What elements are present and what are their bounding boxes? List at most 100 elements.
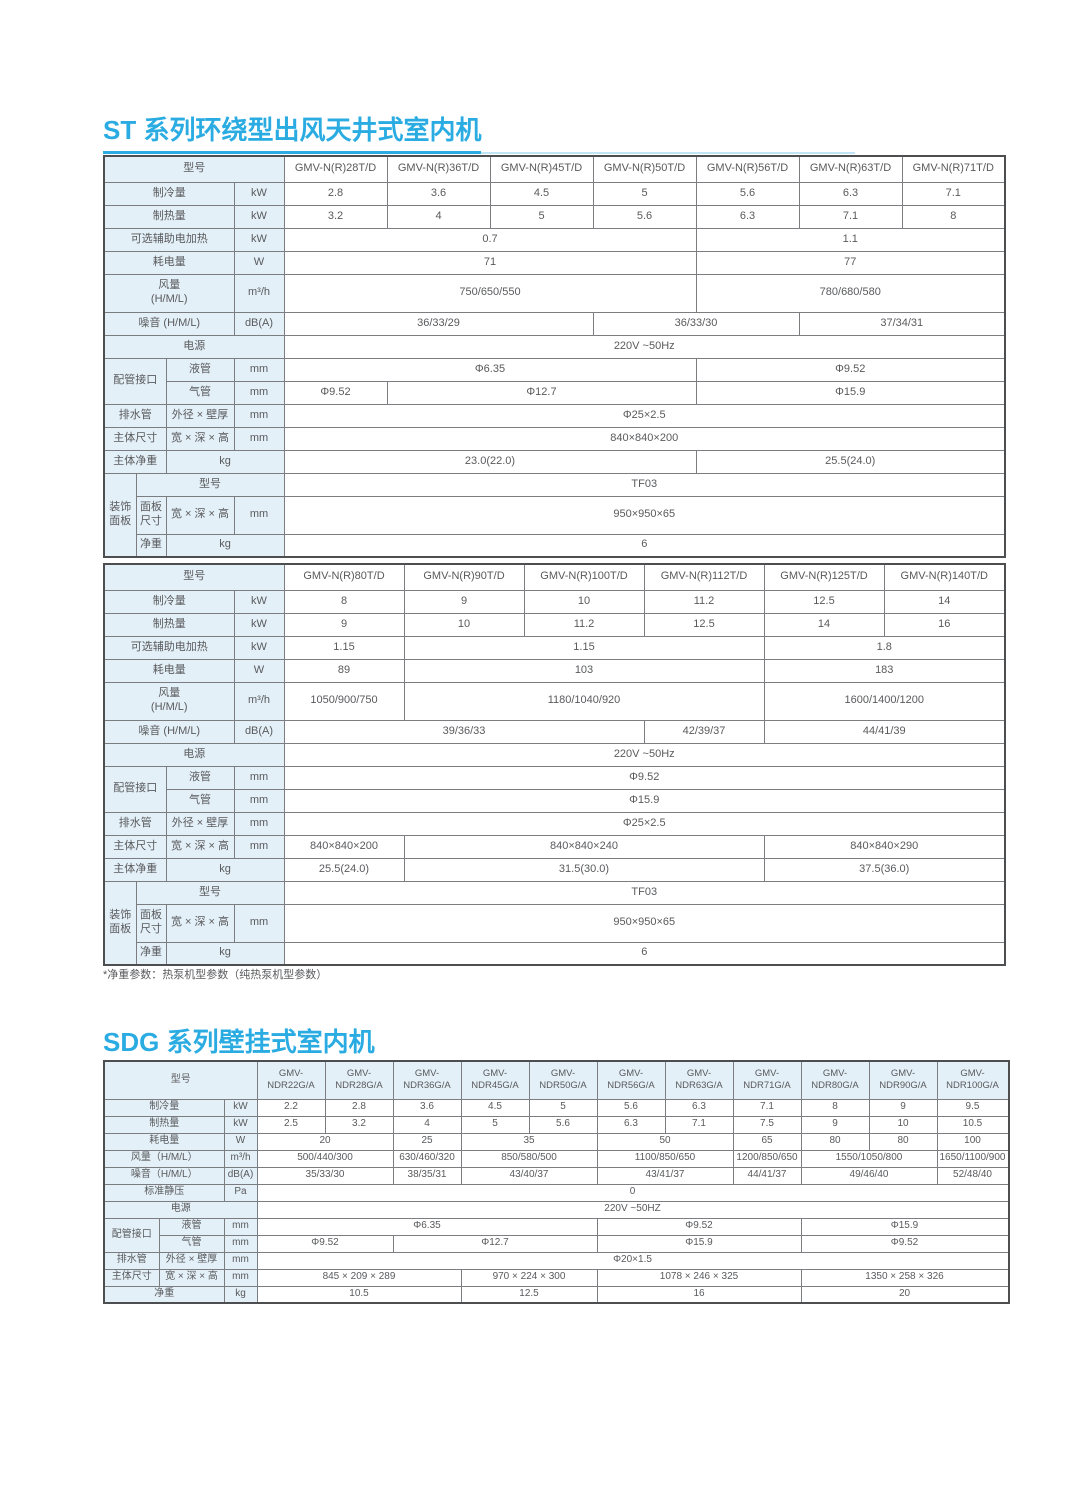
value-cell: 25.5(24.0) xyxy=(283,857,405,882)
row-label-cell: 噪音 (H/M/L) xyxy=(103,719,235,744)
value-cell: Φ20×1.5 xyxy=(256,1251,1009,1270)
value-cell: Φ15.9 xyxy=(695,380,1006,405)
value-cell: 50 xyxy=(596,1132,734,1151)
value-cell: 37.5(36.0) xyxy=(763,857,1006,882)
value-cell: TF03 xyxy=(283,880,1006,905)
value-cell: 1180/1040/920 xyxy=(403,681,765,721)
value-cell: 3.6 xyxy=(386,181,491,206)
value-cell: 8 xyxy=(800,1098,870,1117)
row-label-cell: 主体尺寸 xyxy=(103,834,167,859)
row-label-cell: 主体尺寸 xyxy=(103,1268,160,1287)
row-label-cell: 型号 xyxy=(135,472,285,497)
value-cell: 1350 × 258 × 326 xyxy=(800,1268,1009,1287)
row-label-cell: kW xyxy=(233,612,285,637)
value-cell: 1.1 xyxy=(695,227,1006,252)
row-label-cell: m³/h xyxy=(233,681,285,721)
model-header-cell: GMV- NDR63G/A xyxy=(664,1060,734,1100)
value-cell: 7.1 xyxy=(732,1098,802,1117)
model-header-cell: GMV-N(R)63T/D xyxy=(798,155,903,183)
row-label-cell: 液管 xyxy=(165,357,235,382)
value-cell: 10 xyxy=(868,1115,938,1134)
row-label-cell: 风量 (H/M/L) xyxy=(103,681,235,721)
net-weight-footnote: *净重参数：热泵机型参数（纯热泵机型参数） xyxy=(103,969,328,981)
row-label-cell: 外径 × 壁厚 xyxy=(158,1251,225,1270)
value-cell: 23.0(22.0) xyxy=(283,449,697,474)
row-label-cell: 制热量 xyxy=(103,204,235,229)
row-label-cell: 标准静压 xyxy=(103,1183,225,1202)
value-cell: 12.5 xyxy=(643,612,765,637)
value-cell: 16 xyxy=(883,612,1006,637)
row-label-cell: 装饰 面板 xyxy=(103,472,137,558)
row-label-cell: 净重 xyxy=(135,533,167,558)
row-label-cell: kg xyxy=(165,449,285,474)
value-cell: 5 xyxy=(489,204,594,229)
value-cell: 38/35/31 xyxy=(392,1166,462,1185)
row-label-cell: mm xyxy=(233,811,285,836)
value-cell: Φ6.35 xyxy=(283,357,697,382)
model-header-cell: GMV-N(R)28T/D xyxy=(283,155,388,183)
value-cell: 12.5 xyxy=(460,1285,598,1304)
value-cell: 20 xyxy=(256,1132,394,1151)
value-cell: 1.8 xyxy=(763,635,1006,660)
row-label-cell: 型号 xyxy=(135,880,285,905)
value-cell: Φ9.52 xyxy=(256,1234,394,1253)
section-title-st-text: ST 系列环绕型出风天井式室内机 xyxy=(103,114,482,155)
value-cell: 1.15 xyxy=(403,635,765,660)
value-cell: 7.5 xyxy=(732,1115,802,1134)
value-cell: 840×840×290 xyxy=(763,834,1006,859)
row-label-cell: 宽 × 深 × 高 xyxy=(165,834,235,859)
value-cell: 750/650/550 xyxy=(283,273,697,313)
model-header-cell: GMV- NDR36G/A xyxy=(392,1060,462,1100)
value-cell: 845 × 209 × 289 xyxy=(256,1268,462,1287)
model-header-cell: GMV-N(R)125T/D xyxy=(763,563,885,591)
model-header-cell: GMV- NDR28G/A xyxy=(324,1060,394,1100)
row-label-cell: 液管 xyxy=(165,765,235,790)
value-cell: Φ12.7 xyxy=(392,1234,598,1253)
value-cell: 630/460/320 xyxy=(392,1149,462,1168)
value-cell: 4.5 xyxy=(489,181,594,206)
value-cell: 31.5(30.0) xyxy=(403,857,765,882)
value-cell: 11.2 xyxy=(643,589,765,614)
row-label-cell: kW xyxy=(233,589,285,614)
st-series-spec-table-upper: 型号 GMV-N(R)28T/D GMV-N(R)36T/D GMV-N(R)45T/… xyxy=(103,155,1006,558)
row-label-cell: 型号 xyxy=(103,1060,258,1100)
row-label-cell: 净重 xyxy=(135,941,167,966)
row-label-cell: mm xyxy=(233,495,285,535)
value-cell: 14 xyxy=(883,589,1006,614)
row-label-cell: kg xyxy=(165,857,285,882)
value-cell: 9.5 xyxy=(936,1098,1009,1117)
value-cell: 6.3 xyxy=(596,1115,666,1134)
row-label-cell: mm xyxy=(223,1251,258,1270)
row-label-cell: 配管接口 xyxy=(103,765,167,813)
value-cell: 5.6 xyxy=(528,1115,598,1134)
value-cell: 1200/850/650 xyxy=(732,1149,802,1168)
row-label-cell: W xyxy=(233,658,285,683)
section-title-st: ST 系列环绕型出风天井式室内机 xyxy=(103,114,855,155)
row-label-cell: 宽 × 深 × 高 xyxy=(165,426,235,451)
value-cell: 2.8 xyxy=(283,181,388,206)
value-cell: Φ15.9 xyxy=(283,788,1006,813)
model-header-cell: GMV-N(R)90T/D xyxy=(403,563,525,591)
value-cell: 71 xyxy=(283,250,697,275)
row-label-cell: dB(A) xyxy=(223,1166,258,1185)
row-label-cell: 耗电量 xyxy=(103,1132,225,1151)
model-header-cell: GMV-N(R)36T/D xyxy=(386,155,491,183)
row-label-cell: 制热量 xyxy=(103,1115,225,1134)
model-header-cell: GMV-N(R)71T/D xyxy=(901,155,1006,183)
value-cell: 220V ~50Hz xyxy=(283,334,1006,359)
row-label-cell: 制热量 xyxy=(103,612,235,637)
row-label-cell: mm xyxy=(233,765,285,790)
value-cell: 3.6 xyxy=(392,1098,462,1117)
value-cell: 1050/900/750 xyxy=(283,681,405,721)
value-cell: Φ25×2.5 xyxy=(283,811,1006,836)
model-header-cell: GMV-N(R)100T/D xyxy=(523,563,645,591)
value-cell: 500/440/300 xyxy=(256,1149,394,1168)
value-cell: Φ12.7 xyxy=(386,380,697,405)
value-cell: 840×840×200 xyxy=(283,834,405,859)
value-cell: 2.2 xyxy=(256,1098,326,1117)
row-label-cell: 可选辅助电加热 xyxy=(103,635,235,660)
value-cell: 4 xyxy=(386,204,491,229)
value-cell: 220V ~50Hz xyxy=(283,742,1006,767)
model-header-cell: GMV- NDR22G/A xyxy=(256,1060,326,1100)
value-cell: 11.2 xyxy=(523,612,645,637)
